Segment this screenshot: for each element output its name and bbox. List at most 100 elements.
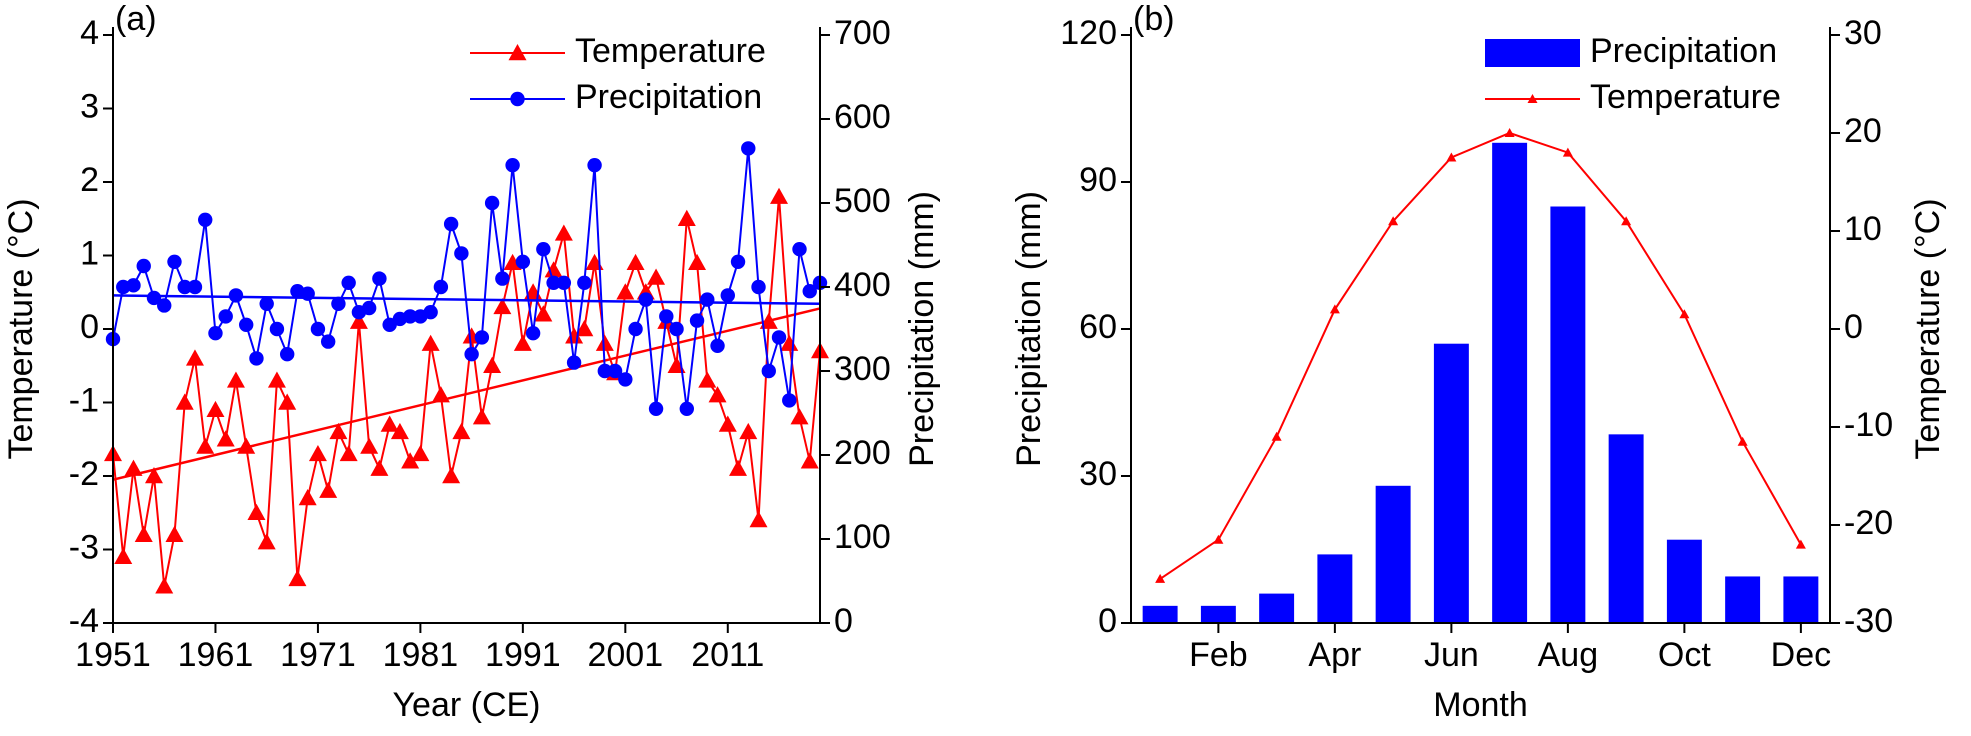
- x-tick-label: Oct: [1658, 636, 1711, 674]
- marker: [505, 158, 520, 173]
- marker: [1737, 436, 1748, 446]
- marker: [802, 284, 817, 299]
- y2-tick-label: -10: [1844, 406, 1893, 444]
- marker: [185, 349, 204, 366]
- marker: [474, 330, 490, 345]
- y2-tick-label: 0: [834, 602, 853, 640]
- x-axis-label: Month: [1433, 686, 1528, 724]
- marker: [587, 158, 602, 173]
- marker: [198, 212, 213, 227]
- marker: [556, 275, 572, 290]
- marker: [771, 330, 787, 345]
- marker: [177, 279, 192, 295]
- marker: [720, 288, 735, 303]
- y2-tick-label: 20: [1844, 112, 1882, 150]
- marker: [741, 141, 756, 156]
- marker: [228, 288, 244, 303]
- marker: [595, 334, 614, 351]
- marker: [288, 569, 307, 587]
- bar: [1259, 593, 1295, 623]
- y2-tick-label: 400: [834, 266, 891, 304]
- x-tick-label: 1961: [178, 636, 254, 674]
- y-tick-label: 3: [80, 87, 99, 125]
- marker: [206, 400, 225, 418]
- marker: [1562, 147, 1573, 157]
- marker: [443, 216, 459, 232]
- marker: [1155, 573, 1166, 583]
- marker: [495, 271, 510, 286]
- y2-tick-label: 700: [834, 14, 891, 52]
- marker: [464, 347, 479, 362]
- marker: [157, 298, 172, 313]
- marker: [638, 292, 654, 307]
- y2-axis-label: Temperature (°C): [1909, 198, 1947, 459]
- marker: [218, 309, 233, 324]
- marker: [339, 444, 358, 462]
- marker: [710, 338, 725, 353]
- marker: [155, 577, 174, 594]
- marker: [689, 313, 705, 328]
- marker: [513, 334, 532, 351]
- marker: [575, 320, 594, 337]
- x-tick-label: 1971: [280, 636, 356, 674]
- marker: [700, 292, 715, 307]
- marker: [1504, 128, 1515, 137]
- marker: [331, 296, 346, 311]
- marker: [126, 278, 141, 293]
- marker: [792, 242, 807, 257]
- marker: [679, 401, 694, 416]
- marker: [1795, 539, 1806, 549]
- x-tick-label: Dec: [1771, 636, 1831, 674]
- y2-tick-label: -20: [1844, 504, 1893, 542]
- marker: [349, 312, 368, 329]
- marker: [565, 327, 584, 344]
- marker: [525, 326, 541, 341]
- y-tick-label: 60: [1079, 308, 1117, 346]
- marker: [546, 275, 561, 290]
- series-line: [112, 148, 821, 409]
- marker: [1388, 216, 1399, 226]
- marker: [770, 187, 789, 204]
- marker: [433, 279, 449, 295]
- y-tick-label: -3: [69, 528, 99, 566]
- x-tick-label: Apr: [1308, 636, 1361, 674]
- marker: [380, 415, 399, 432]
- legend-marker: [508, 44, 527, 61]
- marker: [677, 209, 696, 226]
- y2-tick-label: 500: [834, 182, 891, 220]
- marker: [718, 415, 737, 432]
- y-tick-label: -1: [69, 381, 99, 419]
- marker: [452, 422, 471, 440]
- marker: [310, 321, 326, 337]
- y2-tick-label: -30: [1844, 602, 1893, 640]
- bar: [1783, 576, 1819, 623]
- y-tick-label: 90: [1079, 161, 1117, 199]
- y2-tick-label: 10: [1844, 210, 1882, 248]
- panel: [1142, 128, 1819, 624]
- marker: [247, 503, 266, 520]
- marker: [759, 312, 778, 329]
- marker: [249, 351, 264, 366]
- marker: [208, 326, 223, 341]
- marker: [187, 279, 203, 295]
- x-tick-label: 1991: [485, 636, 561, 674]
- x-tick-label: Jun: [1424, 636, 1479, 674]
- marker: [308, 444, 327, 462]
- panel: [104, 141, 829, 594]
- marker: [1621, 216, 1632, 226]
- legend-marker: [1527, 94, 1538, 103]
- y2-tick-label: 0: [1844, 308, 1863, 346]
- marker: [175, 393, 194, 410]
- marker: [421, 334, 440, 351]
- bar: [1142, 605, 1178, 623]
- bar: [1550, 206, 1586, 623]
- marker: [300, 286, 315, 301]
- y2-tick-label: 200: [834, 434, 891, 472]
- marker: [431, 386, 450, 403]
- marker: [544, 261, 563, 278]
- y2-tick-label: 30: [1844, 14, 1882, 52]
- marker: [472, 408, 491, 425]
- marker: [536, 242, 551, 257]
- legend-swatch: [1485, 39, 1580, 67]
